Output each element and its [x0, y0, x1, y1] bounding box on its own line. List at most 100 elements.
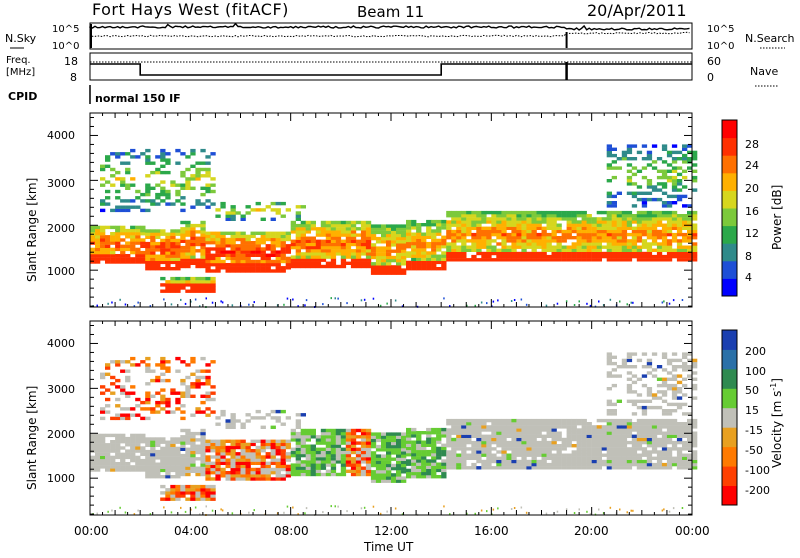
power-cell — [426, 267, 432, 271]
velocity-cell — [436, 453, 442, 457]
power-cell — [145, 251, 151, 255]
power-cell — [240, 214, 246, 218]
velocity-cell — [105, 372, 111, 376]
velocity-cell — [441, 462, 447, 466]
velocity-cell — [195, 369, 201, 373]
velocity-cell — [150, 407, 156, 411]
velocity-cell — [561, 453, 567, 457]
velocity-cell — [411, 465, 417, 469]
power-cell — [526, 210, 532, 215]
velocity-cell — [626, 425, 633, 429]
velocity-cell — [195, 488, 201, 492]
velocity-cell — [631, 437, 638, 442]
velocity-cell — [300, 472, 306, 477]
velocity-cell — [270, 445, 276, 450]
power-cell — [516, 220, 522, 224]
velocity-cell — [491, 428, 497, 432]
velocity-ytick-2000: 2000 — [47, 428, 75, 441]
power-cell — [616, 210, 622, 215]
velocity-cell — [205, 407, 211, 411]
power-cell — [436, 232, 442, 236]
velocity-cell — [631, 422, 638, 426]
velocity-cell — [661, 453, 668, 457]
power-cell — [461, 217, 467, 221]
power-cell — [661, 169, 668, 173]
velocity-cell — [160, 497, 166, 501]
velocity-cell — [461, 418, 467, 423]
power-cell — [451, 232, 457, 237]
power-cell — [401, 305, 404, 308]
velocity-cell — [260, 445, 266, 450]
power-cell — [260, 266, 266, 270]
power-cell — [230, 253, 236, 257]
velocity-cell — [621, 444, 628, 448]
power-cell — [411, 245, 417, 249]
power-cell — [436, 254, 442, 258]
power-cell — [611, 258, 617, 262]
power-cell — [205, 161, 211, 165]
velocity-cell — [130, 440, 136, 444]
velocity-cell — [526, 431, 532, 435]
power-cell — [365, 258, 372, 262]
power-cell — [315, 258, 322, 262]
velocity-cell — [210, 471, 216, 475]
power-cell — [616, 214, 622, 218]
power-cell — [641, 204, 648, 208]
power-cell — [646, 258, 653, 262]
power-cell — [416, 260, 422, 265]
velocity-cell — [355, 466, 362, 470]
velocity-cell — [245, 419, 251, 423]
power-cell — [692, 229, 698, 234]
power-cell — [220, 234, 226, 239]
power-cell — [375, 230, 382, 235]
power-cell — [606, 232, 612, 237]
power-cell — [446, 214, 452, 218]
velocity-cell — [631, 459, 638, 464]
power-cell — [692, 150, 698, 155]
power-cell — [491, 232, 497, 237]
power-cell — [566, 236, 572, 240]
power-cell — [656, 169, 663, 173]
power-cell — [175, 161, 181, 165]
power-cell — [636, 245, 643, 249]
velocity-cell — [421, 449, 427, 454]
power-colorbar — [721, 119, 738, 297]
power-cell — [253, 301, 255, 304]
velocity-cell — [220, 413, 226, 417]
power-cell — [210, 183, 216, 187]
velocity-cell — [225, 452, 231, 456]
velocity-cell — [682, 365, 688, 369]
power-cell — [110, 235, 116, 239]
velocity-cell — [626, 387, 633, 391]
power-cell — [521, 258, 527, 262]
power-cell — [180, 220, 186, 225]
velocity-cell — [511, 450, 517, 454]
power-cell — [601, 254, 607, 259]
velocity-cell — [375, 435, 382, 439]
velocity-cell — [416, 465, 422, 469]
velocity-cell — [195, 444, 201, 448]
power-cell — [426, 263, 432, 268]
power-cell — [651, 242, 658, 246]
velocity-cell — [320, 435, 327, 439]
velocity-cell — [260, 458, 266, 462]
power-cell — [421, 248, 427, 252]
velocity-cell — [446, 456, 452, 460]
velocity-cell — [556, 425, 562, 429]
power-cell — [175, 260, 181, 265]
power-cell — [386, 252, 392, 257]
power-cell — [135, 241, 141, 245]
velocity-cell — [481, 440, 487, 445]
velocity-cell — [315, 472, 322, 477]
velocity-cell — [210, 442, 216, 447]
velocity-cell — [626, 399, 633, 403]
power-cell — [431, 263, 437, 268]
velocity-cell — [235, 474, 241, 478]
power-cell — [225, 253, 231, 257]
power-cell — [526, 254, 532, 259]
velocity-cell — [606, 399, 612, 403]
power-cell — [190, 230, 196, 234]
power-cell — [155, 183, 161, 187]
power-cell — [280, 256, 286, 261]
power-cell — [210, 202, 216, 206]
